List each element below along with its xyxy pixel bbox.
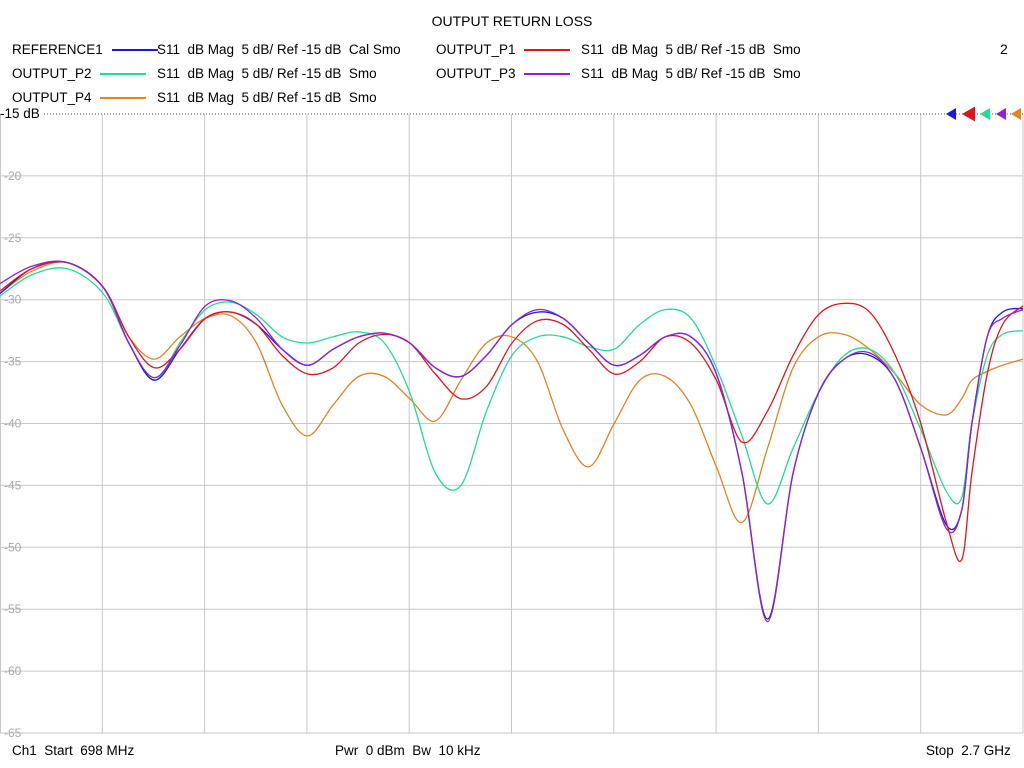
footer-power-bandwidth: Pwr 0 dBm Bw 10 kHz — [335, 743, 481, 758]
legend-label: REFERENCE1 — [12, 42, 103, 57]
reference-marker-output-p2 — [980, 108, 990, 120]
legend-swatch-2 — [100, 73, 146, 75]
y-tick-label: -35 — [4, 355, 22, 369]
trace-output-p1 — [0, 260, 1024, 563]
legend-label: OUTPUT_P3 — [436, 66, 516, 81]
y-tick-label: -45 — [4, 478, 22, 492]
legend-label: OUTPUT_P1 — [436, 42, 516, 57]
legend-description: S11 dB Mag 5 dB/ Ref -15 dB Smo — [157, 90, 377, 105]
trace-output-p3 — [0, 260, 1024, 623]
legend-label: OUTPUT_P4 — [12, 90, 92, 105]
reference-marker-reference1 — [946, 108, 956, 120]
y-tick-label: -60 — [4, 664, 22, 678]
legend-entry-output-p4: OUTPUT_P4 S11 dB Mag 5 dB/ Ref -15 dB Sm… — [12, 89, 432, 107]
legend-description: S11 dB Mag 5 dB/ Ref -15 dB Smo — [581, 66, 801, 81]
y-tick-label: -20 — [4, 169, 22, 183]
legend-entry-output-p1: OUTPUT_P1 S11 dB Mag 5 dB/ Ref -15 dB Sm… — [436, 41, 856, 59]
footer-stop-frequency: Stop 2.7 GHz — [926, 743, 1011, 758]
reference-marker-output-p3 — [996, 108, 1006, 120]
legend-swatch-3 — [524, 73, 570, 75]
legend-label: OUTPUT_P2 — [12, 66, 92, 81]
reference-marker-output-p1 — [962, 106, 975, 122]
legend-swatch-4 — [100, 97, 146, 99]
y-tick-label: -25 — [4, 231, 22, 245]
legend-description: S11 dB Mag 5 dB/ Ref -15 dB Cal Smo — [157, 42, 401, 57]
y-tick-label: -40 — [4, 417, 22, 431]
legend-entry-output-p2: OUTPUT_P2 S11 dB Mag 5 dB/ Ref -15 dB Sm… — [12, 65, 432, 83]
footer-start-frequency: Ch1 Start 698 MHz — [12, 743, 135, 758]
y-tick-label: -55 — [4, 602, 22, 616]
y-tick-label: -30 — [4, 293, 22, 307]
chart-title: OUTPUT RETURN LOSS — [431, 13, 593, 29]
reference-level-label: -15 dB — [0, 106, 40, 121]
reference-marker-output-p4 — [1011, 108, 1021, 120]
legend-description: S11 dB Mag 5 dB/ Ref -15 dB Smo — [581, 42, 801, 57]
y-tick-label: -50 — [4, 540, 22, 554]
legend-swatch-0 — [112, 49, 158, 51]
channel-number: 2 — [1000, 41, 1008, 57]
legend-swatch-1 — [524, 49, 570, 51]
trace-output-p2 — [0, 267, 1024, 505]
legend-entry-output-p3: OUTPUT_P3 S11 dB Mag 5 dB/ Ref -15 dB Sm… — [436, 65, 856, 83]
legend-description: S11 dB Mag 5 dB/ Ref -15 dB Smo — [157, 66, 377, 81]
legend-entry-reference1: REFERENCE1 S11 dB Mag 5 dB/ Ref -15 dB C… — [12, 41, 432, 59]
